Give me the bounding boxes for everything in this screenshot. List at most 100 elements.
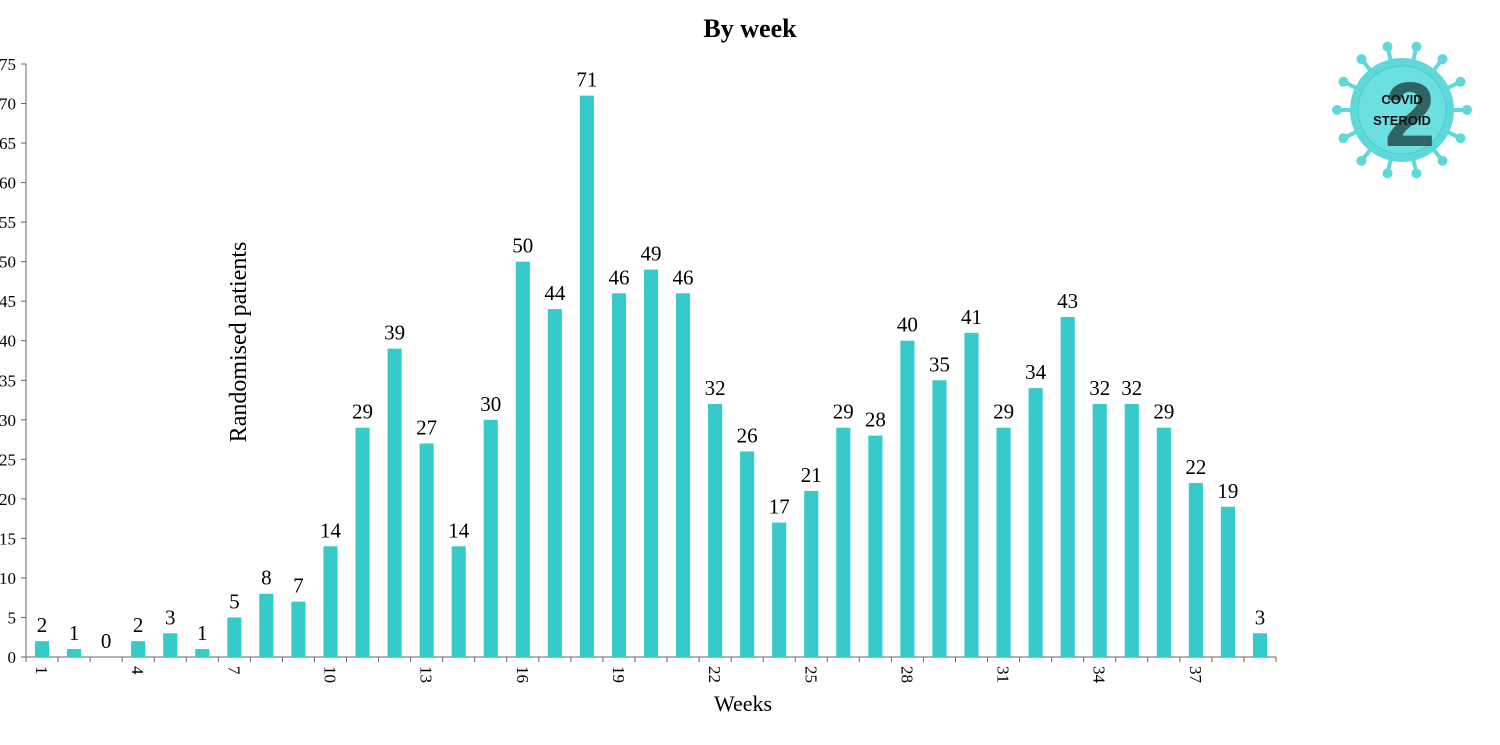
data-label-week-28: 40 [897, 313, 918, 337]
x-tick-label: 34 [1090, 666, 1109, 684]
data-label-week-27: 28 [865, 408, 886, 432]
bar-week-35 [1124, 403, 1139, 657]
bar-week-38 [1220, 506, 1235, 657]
bar-week-22 [708, 403, 723, 657]
x-tick-label: 37 [1186, 666, 1205, 684]
data-label-week-36: 29 [1153, 400, 1174, 424]
bar-week-11 [355, 427, 370, 657]
bar-week-36 [1156, 427, 1171, 657]
y-tick-label: 50 [0, 253, 16, 272]
y-tick-label: 20 [0, 490, 16, 509]
bar-week-5 [163, 633, 178, 657]
data-label-week-7: 5 [229, 589, 240, 613]
bar-week-32 [1028, 388, 1043, 657]
bar-week-10 [323, 546, 338, 657]
data-label-week-33: 43 [1057, 289, 1078, 313]
bar-week-31 [996, 427, 1011, 657]
data-label-week-19: 46 [608, 265, 629, 289]
data-label-week-6: 1 [197, 621, 208, 645]
data-label-week-38: 19 [1217, 479, 1238, 503]
x-tick-label: 13 [417, 666, 436, 683]
data-label-week-39: 3 [1255, 605, 1266, 629]
bar-week-28 [900, 340, 915, 657]
data-label-week-11: 29 [352, 400, 373, 424]
y-axis-label: Randomised patients [226, 242, 252, 443]
bar-week-17 [547, 309, 562, 657]
data-label-week-26: 29 [833, 400, 854, 424]
bar-week-1 [34, 641, 50, 657]
bar-week-13 [419, 443, 434, 657]
bar-week-16 [515, 261, 530, 657]
data-label-week-35: 32 [1121, 376, 1142, 400]
data-label-week-37: 22 [1185, 455, 1206, 479]
data-label-week-13: 27 [416, 416, 437, 440]
data-label-week-15: 30 [480, 392, 501, 416]
x-tick-label: 19 [609, 666, 628, 683]
data-label-week-31: 29 [993, 400, 1014, 424]
data-label-week-21: 46 [673, 265, 694, 289]
bar-week-20 [643, 269, 659, 657]
bar-week-6 [195, 649, 210, 657]
data-label-week-16: 50 [512, 234, 533, 258]
x-tick-label: 28 [897, 666, 916, 683]
y-tick-label: 40 [0, 332, 16, 351]
bar-week-15 [483, 419, 498, 657]
bar-week-18 [579, 95, 594, 658]
bar-week-23 [740, 451, 755, 657]
bar-week-9 [291, 601, 306, 657]
bar-week-19 [611, 293, 626, 657]
bar-week-33 [1060, 317, 1075, 657]
data-label-week-24: 17 [769, 495, 790, 519]
data-label-week-3: 0 [101, 629, 112, 653]
y-tick-label: 0 [8, 648, 17, 667]
data-label-week-25: 21 [801, 463, 822, 487]
bar-week-25 [804, 490, 819, 657]
data-label-week-10: 14 [320, 518, 342, 542]
y-tick-label: 70 [0, 95, 16, 114]
data-label-week-29: 35 [929, 352, 950, 376]
bar-week-37 [1188, 483, 1203, 657]
y-tick-label: 30 [0, 411, 16, 430]
y-tick-label: 55 [0, 213, 16, 232]
bar-week-14 [451, 546, 466, 657]
x-tick-label: 22 [705, 666, 724, 683]
data-label-week-23: 26 [737, 423, 758, 447]
data-label-week-2: 1 [69, 621, 80, 645]
data-label-week-4: 2 [133, 613, 144, 637]
logo-line1: COVID [1381, 92, 1422, 107]
logo-numeral: 2 [1384, 64, 1435, 166]
x-tick-label: 4 [128, 666, 147, 675]
y-tick-label: 45 [0, 292, 16, 311]
x-tick-label: 10 [320, 666, 339, 683]
bar-week-26 [836, 427, 851, 657]
x-tick-label: 25 [801, 666, 820, 683]
x-axis: 1 4 7 10 13 16 19 22 25 28 31 34 37 [25, 656, 1277, 684]
data-label-week-9: 7 [293, 574, 304, 598]
data-label-week-32: 34 [1025, 360, 1047, 384]
bar-week-12 [387, 348, 402, 657]
y-tick-label: 10 [0, 569, 16, 588]
y-tick-label: 5 [8, 608, 17, 627]
bar-week-7 [227, 617, 242, 657]
bar-week-27 [868, 435, 883, 657]
data-label-week-8: 8 [261, 566, 272, 590]
data-label-week-20: 49 [641, 242, 662, 266]
data-label-week-14: 14 [448, 518, 470, 542]
y-tick-label: 25 [0, 450, 16, 469]
bar-week-4 [131, 641, 146, 657]
covid-steroid-logo: 2 COVID STEROID [1332, 41, 1472, 179]
x-tick-label: 7 [224, 666, 243, 675]
y-tick-label: 35 [0, 371, 16, 390]
chart-title: By week [703, 14, 797, 43]
x-axis-label: Weeks [714, 691, 772, 716]
y-tick-label: 15 [0, 529, 16, 548]
x-tick-label: 16 [513, 666, 532, 683]
data-label-week-1: 2 [37, 613, 48, 637]
data-label-week-22: 32 [705, 376, 726, 400]
y-tick-label: 60 [0, 174, 16, 193]
bar-week-21 [676, 293, 691, 657]
y-tick-label: 65 [0, 134, 16, 153]
